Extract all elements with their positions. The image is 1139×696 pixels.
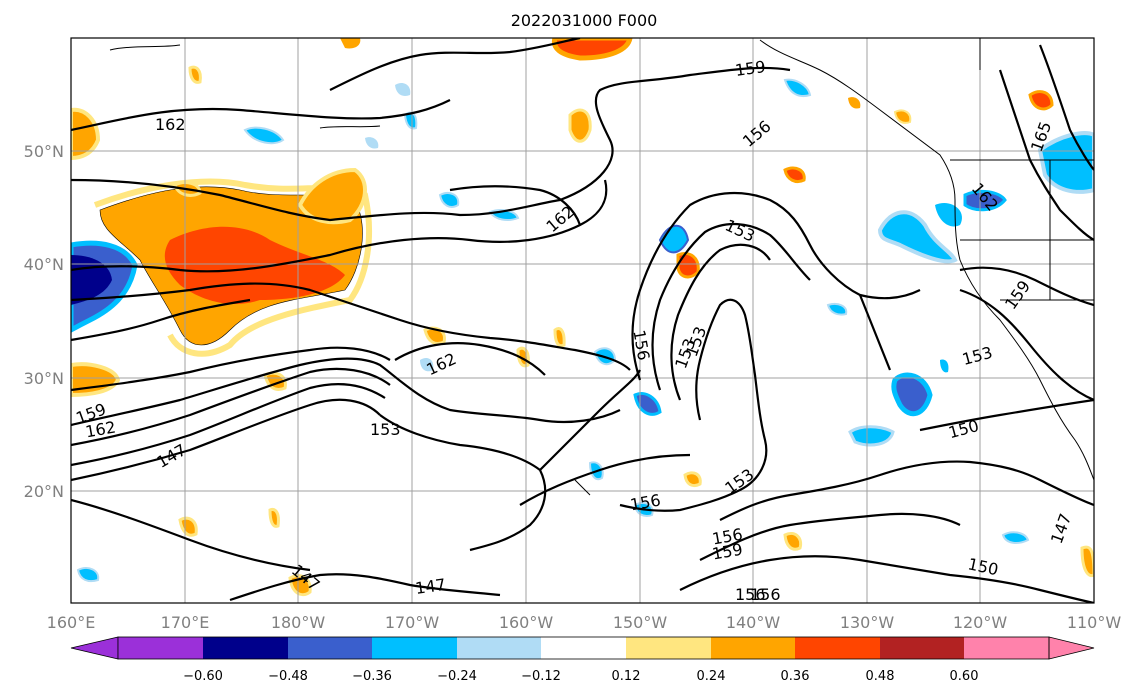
- coastlines: [109, 38, 1094, 496]
- anomaly-warm-3: [783, 166, 806, 184]
- anomaly-blue-2: [891, 372, 933, 417]
- anomaly-yellow-rim: [93, 178, 373, 357]
- colorbar-segment: [964, 637, 1049, 659]
- anomaly-small-2: [438, 192, 460, 208]
- anomaly-small-9: [940, 359, 949, 373]
- y-axis-labels: 50°N 40°N 30°N 20°N: [24, 142, 64, 501]
- colorbar-label: −0.60: [183, 669, 223, 684]
- contour-label: 156: [735, 585, 766, 604]
- colorbar-segment: [372, 637, 457, 659]
- anomaly-warm-1: [568, 108, 592, 143]
- x-tick-label: 130°W: [840, 613, 895, 632]
- colorbar-label: −0.48: [268, 669, 308, 684]
- colorbar-label: −0.24: [437, 669, 477, 684]
- colorbar-extend-high: [1048, 636, 1095, 660]
- colorbar-label: 0.24: [697, 669, 726, 684]
- x-tick-label: 160°E: [47, 613, 96, 632]
- x-axis-labels: 160°E 170°E 180°W 170°W 160°W 150°W 140°…: [47, 613, 1122, 632]
- plot-title: 2022031000 F000: [511, 11, 658, 30]
- anomaly-red-band: [164, 226, 345, 305]
- anomaly-orange-top: [551, 38, 633, 61]
- anomaly-small-11: [826, 303, 848, 316]
- anomaly-small-1: [243, 126, 285, 145]
- anomaly-small-16: [76, 567, 100, 583]
- colorbar-segment: [880, 637, 964, 659]
- anomaly-blue-3: [848, 425, 895, 447]
- anomaly-warm-6: [783, 532, 803, 551]
- map-frame: [70, 37, 1095, 604]
- colorbar-segment: [118, 637, 203, 659]
- x-tick-label: 160°W: [499, 613, 554, 632]
- colorbar-label: 0.60: [950, 669, 979, 684]
- anomaly-small-13: [365, 137, 379, 149]
- anomaly-small-8: [1001, 531, 1030, 544]
- anomaly-warm-15: [188, 65, 202, 84]
- colorbar-segment: [711, 637, 795, 659]
- anomaly-warm-7: [683, 471, 702, 488]
- anomaly-warm-13: [268, 508, 280, 528]
- contour-label: 147: [414, 575, 447, 598]
- colorbar-label: 0.36: [781, 669, 810, 684]
- anomaly-orange-2: [71, 107, 101, 161]
- colorbar-segment: [626, 637, 711, 659]
- graticule: [71, 38, 1094, 603]
- contour-label: 162: [155, 115, 186, 134]
- x-tick-label: 140°W: [726, 613, 781, 632]
- anomaly-small-12: [420, 358, 434, 372]
- colorbar-segment: [541, 637, 626, 659]
- anomaly-warm-2: [1028, 90, 1054, 111]
- x-tick-label: 120°W: [953, 613, 1008, 632]
- anomaly-blue-coast: [877, 210, 958, 264]
- anomaly-warm-9: [178, 516, 198, 537]
- y-tick-label: 50°N: [24, 142, 64, 161]
- anomaly-warm-16: [893, 109, 912, 124]
- anomaly-warm-8: [1080, 545, 1094, 578]
- y-tick-label: 30°N: [24, 369, 64, 388]
- anomaly-warm-12: [553, 327, 566, 348]
- colorbar-segment: [288, 637, 372, 659]
- anomaly-orange-4: [340, 38, 361, 49]
- colorbar-label: 0.48: [866, 669, 895, 684]
- colorbar-label: −0.12: [521, 669, 561, 684]
- colorbar-label: −0.36: [352, 669, 392, 684]
- contour-label: 153: [370, 420, 401, 439]
- x-tick-label: 180°W: [271, 613, 326, 632]
- anomaly-red-2: [676, 252, 700, 279]
- anomaly-orange-3: [71, 362, 121, 398]
- anomaly-small-15: [395, 83, 411, 96]
- x-tick-label: 170°W: [385, 613, 440, 632]
- colorbar-label: 0.12: [612, 669, 641, 684]
- colorbar-segment: [203, 637, 288, 659]
- x-tick-label: 170°E: [161, 613, 210, 632]
- map-area: 162 159 156 156 162 153 153 159 162 165 …: [71, 38, 1094, 604]
- colorbar-segment: [457, 637, 541, 659]
- colorbar: −0.60 −0.48 −0.36 −0.24 −0.12 0.12 0.24 …: [70, 636, 1095, 684]
- anomaly-warm-17: [848, 97, 861, 109]
- contour-label: 159: [734, 57, 767, 80]
- anomaly-orange-1: [297, 167, 368, 225]
- x-tick-label: 150°W: [613, 613, 668, 632]
- anomaly-small-4: [783, 78, 812, 98]
- height-contours: [71, 38, 1094, 603]
- colorbar-extend-low: [70, 636, 119, 660]
- y-tick-label: 40°N: [24, 255, 64, 274]
- contour-label: 156: [750, 585, 781, 604]
- x-tick-label: 110°W: [1067, 613, 1122, 632]
- colorbar-segment: [795, 637, 880, 659]
- y-tick-label: 20°N: [24, 482, 64, 501]
